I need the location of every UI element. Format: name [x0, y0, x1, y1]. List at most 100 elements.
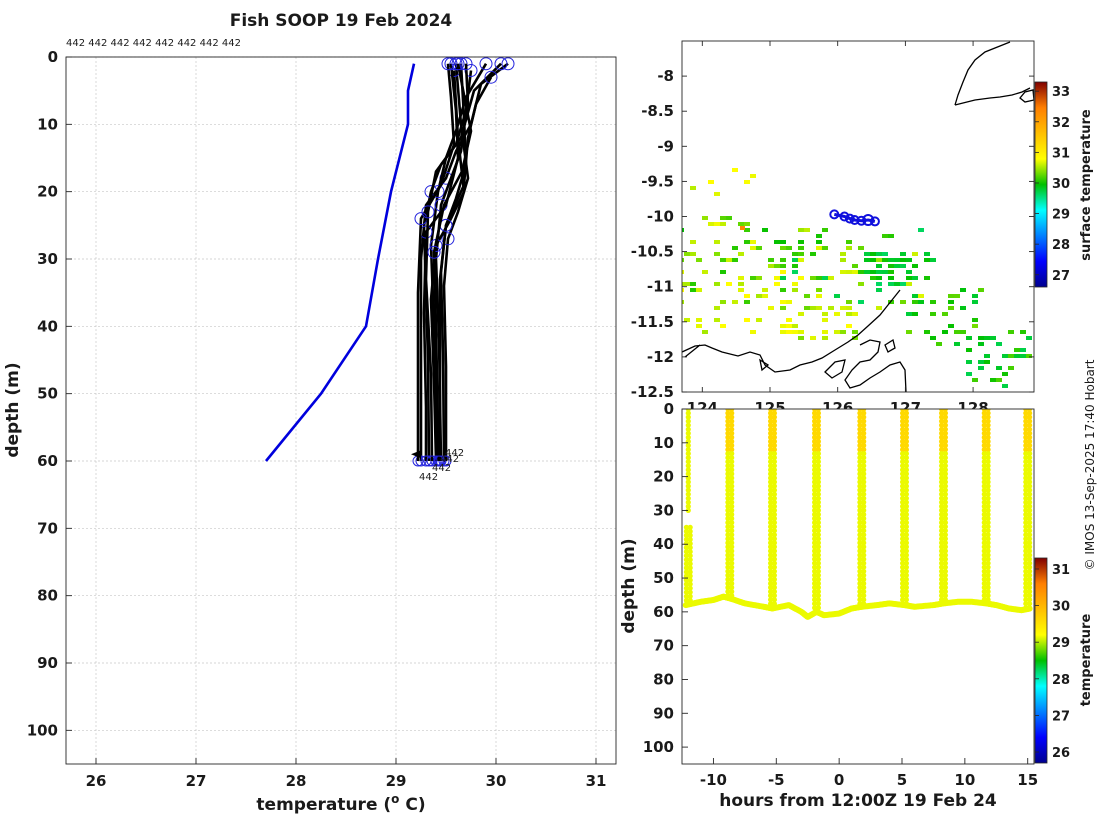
section-cast-point	[942, 503, 949, 509]
sst-cell	[864, 258, 870, 262]
section-cast-point	[685, 430, 691, 436]
track-marker	[849, 215, 860, 226]
section-cast-point	[903, 589, 910, 595]
sst-cell	[780, 306, 786, 310]
sst-cell	[744, 222, 750, 226]
section-cast-point	[942, 568, 949, 574]
section-cast-point	[981, 524, 987, 530]
section-cast-point	[903, 528, 910, 534]
sst-cell	[978, 288, 984, 292]
section-cast-point	[903, 564, 910, 570]
section-cast-point	[981, 414, 987, 420]
section-cast-point	[768, 475, 774, 481]
sst-cell	[912, 264, 918, 268]
section-cast-point	[861, 576, 867, 583]
profile-panel: 26 27 28 29 30 31 0 10 20 30 40 50 60 70 80 90 100 Fish …	[3, 11, 617, 815]
section-cast-point	[815, 503, 822, 509]
section-cast-point	[815, 528, 822, 534]
sst-cell	[906, 276, 912, 280]
section-cast-point	[729, 434, 735, 440]
section-cast-point	[900, 584, 906, 591]
section-cast-point	[771, 560, 778, 566]
section-cast-point	[683, 541, 690, 547]
section-cast-point	[861, 601, 867, 607]
section-cast-point	[1027, 507, 1033, 513]
section-cast-point	[861, 451, 867, 457]
section-cast-point	[857, 511, 863, 518]
section-cast-point	[857, 536, 863, 542]
section-cast-point	[768, 601, 774, 607]
section-cast-point	[815, 564, 822, 570]
sst-colorbar-label: surface temperature	[1079, 109, 1094, 261]
sst-cell	[774, 240, 780, 244]
section-cast-point	[1027, 438, 1033, 445]
section-cast-point	[985, 438, 991, 445]
profile-top-annotation: 442 442 442 442 442 442 442 442	[66, 38, 241, 49]
section-cast-point	[857, 560, 863, 566]
temperature-colorbar-label: temperature	[1079, 614, 1094, 707]
section-cast-point	[729, 495, 735, 501]
section-cast-point	[900, 495, 906, 501]
section-cast-point	[903, 584, 910, 591]
sst-cell	[798, 228, 804, 232]
section-cast-point	[942, 438, 949, 445]
sst-cell	[744, 180, 750, 184]
sst-cell	[744, 240, 750, 244]
section-cast-point	[729, 532, 735, 538]
sst-cell	[810, 306, 816, 310]
section-cast-point	[687, 593, 693, 599]
section-cast-point	[1023, 528, 1029, 534]
profile-marker	[427, 245, 441, 259]
section-cast-point	[771, 532, 778, 538]
section-cast-point	[687, 553, 693, 559]
section-cast-point	[1023, 442, 1029, 449]
section-cast-point	[812, 528, 818, 534]
section-cast-point	[861, 520, 867, 526]
sst-cell	[816, 288, 822, 292]
section-cast-point	[985, 589, 991, 595]
section-cast-point	[771, 447, 778, 453]
section-cast-point	[815, 548, 822, 554]
section-cast-point	[768, 471, 774, 477]
section-y-axis-label: depth (m)	[619, 538, 639, 633]
sst-cell	[876, 276, 882, 280]
sst-cell	[804, 306, 810, 310]
section-cast-point	[725, 434, 731, 440]
section-cast-point	[1027, 495, 1033, 501]
section-cast-point	[683, 557, 690, 563]
track-marker	[856, 215, 867, 226]
profile-frame	[65, 56, 617, 765]
section-cast-point	[981, 589, 987, 595]
section-cast-point	[942, 589, 949, 595]
section-cast-point	[939, 459, 945, 465]
section-cast-point	[1027, 515, 1033, 522]
section-cast-point	[768, 515, 774, 522]
track-marker	[869, 216, 880, 227]
map-y-tick-label: -9.5	[641, 172, 674, 190]
section-cast-point	[900, 576, 906, 583]
section-cast-point	[939, 589, 945, 595]
map-panel: 124 125 126 127 128-8-8.5-9-9.5-10-10.5-11-1…	[631, 40, 1094, 417]
section-cast-point	[939, 483, 945, 489]
section-cast-point	[771, 580, 778, 587]
section-cast-point	[857, 479, 863, 485]
profile-y-tick-label: 50	[37, 385, 58, 403]
section-cast-point	[729, 418, 735, 424]
section-cast-point	[861, 471, 867, 477]
section-cast-point	[729, 499, 735, 505]
section-cast-point	[985, 451, 991, 457]
section-cast-point	[939, 544, 945, 550]
sst-cell	[780, 258, 786, 262]
section-cast-point	[687, 545, 693, 551]
section-cast-point	[857, 426, 863, 432]
section-cast-point	[981, 584, 987, 591]
section-cast-point	[812, 467, 818, 473]
sst-cell	[894, 282, 900, 286]
section-cast-point	[903, 499, 910, 505]
profile-start-marker	[479, 57, 493, 71]
section-cast-point	[815, 434, 822, 440]
section-cast-point	[812, 524, 818, 530]
section-cast-point	[1027, 511, 1033, 518]
sst-cell	[822, 330, 828, 334]
section-cast-point	[815, 483, 822, 489]
